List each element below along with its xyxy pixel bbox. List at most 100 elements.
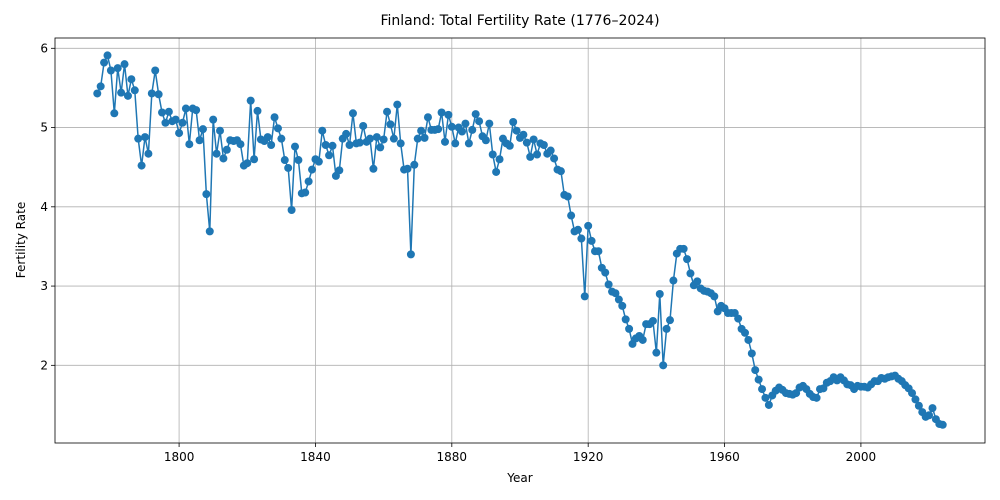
point <box>246 96 255 105</box>
point <box>522 138 531 147</box>
x-tick-label: 2000 <box>846 450 877 464</box>
point <box>938 420 947 429</box>
point <box>222 145 231 154</box>
point <box>280 156 289 165</box>
point <box>669 276 678 285</box>
x-tick-label: 1920 <box>573 450 604 464</box>
point <box>284 163 293 172</box>
point <box>451 139 460 148</box>
x-tick-label: 1840 <box>300 450 331 464</box>
point <box>914 401 923 410</box>
point <box>304 177 313 186</box>
point <box>345 140 354 149</box>
point <box>263 133 272 142</box>
point <box>447 122 456 131</box>
point <box>410 160 419 169</box>
y-axis-label: Fertility Rate <box>14 202 28 278</box>
point <box>509 118 518 127</box>
point <box>127 75 136 84</box>
point <box>308 165 317 174</box>
point <box>205 227 214 236</box>
point <box>580 292 589 301</box>
point <box>294 156 303 165</box>
point <box>441 137 449 146</box>
point <box>273 124 282 133</box>
point <box>348 109 357 118</box>
point <box>355 138 364 147</box>
point <box>556 167 565 176</box>
point <box>287 205 296 214</box>
point <box>911 395 920 404</box>
point <box>577 234 586 243</box>
point <box>526 152 535 161</box>
point <box>277 134 286 143</box>
point <box>212 149 221 158</box>
point <box>683 255 692 264</box>
point <box>659 361 668 370</box>
line <box>96 53 943 426</box>
point <box>529 135 538 144</box>
point <box>625 324 634 333</box>
point <box>584 221 593 230</box>
point <box>161 118 170 127</box>
point <box>359 121 368 130</box>
point <box>195 136 204 145</box>
point <box>638 335 647 344</box>
x-axis-label: Year <box>506 471 532 485</box>
point <box>481 136 490 145</box>
point <box>573 225 582 234</box>
point <box>751 366 760 375</box>
point <box>147 89 156 98</box>
point <box>563 192 572 201</box>
point <box>219 154 228 163</box>
point <box>158 108 167 117</box>
point <box>492 167 501 176</box>
y-tick-label: 4 <box>40 200 48 214</box>
point <box>134 134 143 143</box>
point <box>533 150 542 159</box>
point <box>243 159 252 168</box>
point <box>420 133 429 142</box>
point <box>335 166 344 175</box>
point <box>710 292 719 301</box>
point <box>812 393 821 402</box>
point <box>403 164 412 173</box>
point <box>216 126 224 135</box>
point <box>747 349 756 358</box>
point <box>106 66 115 75</box>
point <box>495 155 504 164</box>
point <box>679 244 688 253</box>
point <box>386 120 395 129</box>
point <box>103 51 112 60</box>
point <box>117 88 126 97</box>
point <box>594 247 603 256</box>
point <box>130 86 139 95</box>
point <box>137 161 146 170</box>
point <box>383 107 392 116</box>
point <box>376 143 385 152</box>
point <box>379 135 388 144</box>
point <box>611 289 620 298</box>
point <box>321 140 330 149</box>
y-tick-label: 3 <box>40 279 48 293</box>
point <box>100 58 109 67</box>
point <box>550 154 559 163</box>
point <box>253 106 262 115</box>
point <box>328 141 337 150</box>
y-tick-label: 6 <box>40 41 48 55</box>
point <box>301 188 310 197</box>
point <box>110 109 119 118</box>
point <box>192 106 201 115</box>
point <box>539 140 548 149</box>
point <box>471 110 480 119</box>
point <box>928 404 937 413</box>
point <box>417 126 426 135</box>
point <box>437 108 446 117</box>
point <box>587 236 596 245</box>
point <box>444 110 453 119</box>
point <box>546 146 555 155</box>
point <box>164 107 173 116</box>
point <box>925 411 934 420</box>
point <box>178 118 187 127</box>
